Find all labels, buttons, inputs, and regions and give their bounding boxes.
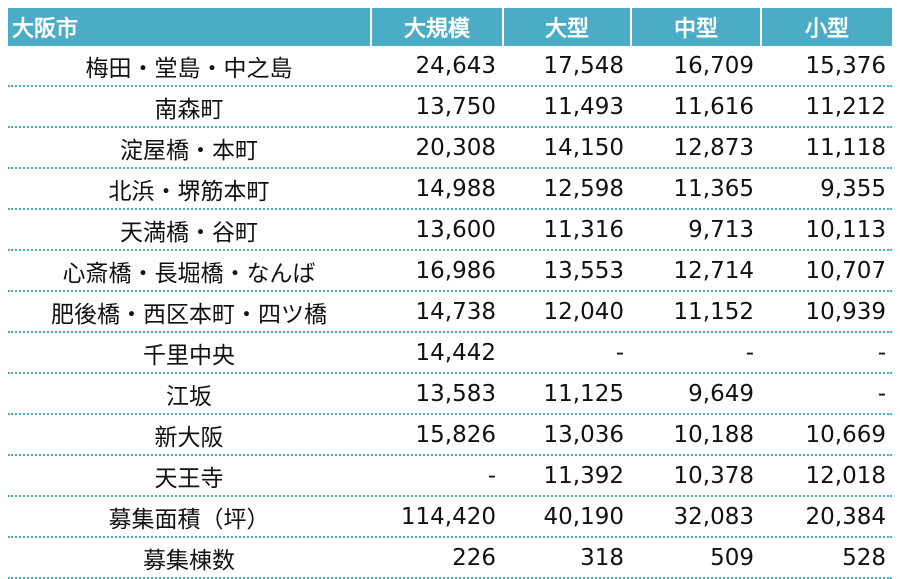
value-cell: 24,643 xyxy=(415,52,496,79)
value-cell: 11,392 xyxy=(543,462,624,489)
area-name-cell: 募集棟数 xyxy=(143,547,235,574)
value-cell: 10,113 xyxy=(805,216,886,243)
value-cell: 11,212 xyxy=(805,93,886,120)
table-row: 江坂 13,583 11,125 9,649 - xyxy=(8,374,892,415)
value-cell: 13,750 xyxy=(415,93,496,120)
table-row: 梅田・堂島・中之島 24,643 17,548 16,709 15,376 xyxy=(8,46,892,87)
value-cell: 11,493 xyxy=(543,93,624,120)
header-large: 大型 xyxy=(502,8,630,46)
table-row: 淀屋橋・本町 20,308 14,150 12,873 11,118 xyxy=(8,128,892,169)
value-cell: 40,190 xyxy=(543,503,624,530)
value-cell: 10,939 xyxy=(805,298,886,325)
value-cell: 11,616 xyxy=(673,93,754,120)
table-row: 新大阪 15,826 13,036 10,188 10,669 xyxy=(8,415,892,456)
value-cell: - xyxy=(877,339,886,366)
value-cell: 14,442 xyxy=(415,339,496,366)
area-name-cell: 天満橋・谷町 xyxy=(120,219,258,246)
table-row: 天王寺 - 11,392 10,378 12,018 xyxy=(8,456,892,497)
header-small: 小型 xyxy=(760,8,892,46)
value-cell: 318 xyxy=(580,544,624,571)
area-name-cell: 心斎橋・長堀橋・なんば xyxy=(62,260,316,287)
area-name-cell: 北浜・堺筋本町 xyxy=(108,178,270,205)
value-cell: 11,125 xyxy=(543,380,624,407)
value-cell: 528 xyxy=(842,544,886,571)
area-name-cell: 江坂 xyxy=(166,383,212,410)
value-cell: 10,378 xyxy=(673,462,754,489)
value-cell: 11,316 xyxy=(543,216,624,243)
area-name-cell: 淀屋橋・本町 xyxy=(120,137,258,164)
value-cell: 14,150 xyxy=(543,134,624,161)
table-row: 募集面積（坪） 114,420 40,190 32,083 20,384 xyxy=(8,497,892,538)
value-cell: - xyxy=(877,380,886,407)
value-cell: 15,376 xyxy=(805,52,886,79)
value-cell: 114,420 xyxy=(400,503,496,530)
value-cell: 509 xyxy=(710,544,754,571)
area-name-cell: 肥後橋・西区本町・四ツ橋 xyxy=(51,301,327,328)
area-name-cell: 募集面積（坪） xyxy=(108,506,270,533)
value-cell: 226 xyxy=(452,544,496,571)
table-row: 北浜・堺筋本町 14,988 12,598 11,365 9,355 xyxy=(8,169,892,210)
area-name-cell: 天王寺 xyxy=(154,465,224,492)
office-rent-table: 大阪市 大規模 大型 中型 小型 梅田・堂島・中之島 24,643 17,548 16… xyxy=(8,8,892,579)
value-cell: 14,988 xyxy=(415,175,496,202)
value-cell: 20,384 xyxy=(805,503,886,530)
table-row: 心斎橋・長堀橋・なんば 16,986 13,553 12,714 10,707 xyxy=(8,251,892,292)
table-header: 大阪市 大規模 大型 中型 小型 xyxy=(8,8,892,46)
value-cell: 17,548 xyxy=(543,52,624,79)
value-cell: 32,083 xyxy=(673,503,754,530)
value-cell: - xyxy=(487,462,496,489)
header-area: 大阪市 xyxy=(12,17,79,42)
value-cell: 13,553 xyxy=(543,257,624,284)
value-cell: 9,713 xyxy=(688,216,754,243)
value-cell: - xyxy=(745,339,754,366)
value-cell: 11,152 xyxy=(673,298,754,325)
value-cell: 9,355 xyxy=(820,175,886,202)
value-cell: 11,118 xyxy=(805,134,886,161)
value-cell: 12,040 xyxy=(543,298,624,325)
table-row: 南森町 13,750 11,493 11,616 11,212 xyxy=(8,87,892,128)
table-row: 募集棟数 226 318 509 528 xyxy=(8,538,892,579)
table-row: 千里中央 14,442 - - - xyxy=(8,333,892,374)
value-cell: 10,188 xyxy=(673,421,754,448)
table-row: 天満橋・谷町 13,600 11,316 9,713 10,113 xyxy=(8,210,892,251)
value-cell: 14,738 xyxy=(415,298,496,325)
value-cell: 12,598 xyxy=(543,175,624,202)
value-cell: 12,873 xyxy=(673,134,754,161)
value-cell: 10,707 xyxy=(805,257,886,284)
value-cell: 16,986 xyxy=(415,257,496,284)
value-cell: 13,036 xyxy=(543,421,624,448)
value-cell: 12,714 xyxy=(673,257,754,284)
value-cell: 9,649 xyxy=(688,380,754,407)
value-cell: 13,600 xyxy=(415,216,496,243)
value-cell: 11,365 xyxy=(673,175,754,202)
value-cell: 20,308 xyxy=(415,134,496,161)
value-cell: 10,669 xyxy=(805,421,886,448)
area-name-cell: 新大阪 xyxy=(154,424,224,451)
value-cell: 12,018 xyxy=(805,462,886,489)
area-name-cell: 南森町 xyxy=(154,96,224,123)
value-cell: 13,583 xyxy=(415,380,496,407)
area-name-cell: 千里中央 xyxy=(143,342,235,369)
header-medium: 中型 xyxy=(630,8,760,46)
table-row: 肥後橋・西区本町・四ツ橋 14,738 12,040 11,152 10,939 xyxy=(8,292,892,333)
header-large-scale: 大規模 xyxy=(370,8,502,46)
table-body: 梅田・堂島・中之島 24,643 17,548 16,709 15,376 南森町 13,7… xyxy=(8,46,892,579)
value-cell: - xyxy=(615,339,624,366)
value-cell: 16,709 xyxy=(673,52,754,79)
area-name-cell: 梅田・堂島・中之島 xyxy=(85,55,293,82)
value-cell: 15,826 xyxy=(415,421,496,448)
